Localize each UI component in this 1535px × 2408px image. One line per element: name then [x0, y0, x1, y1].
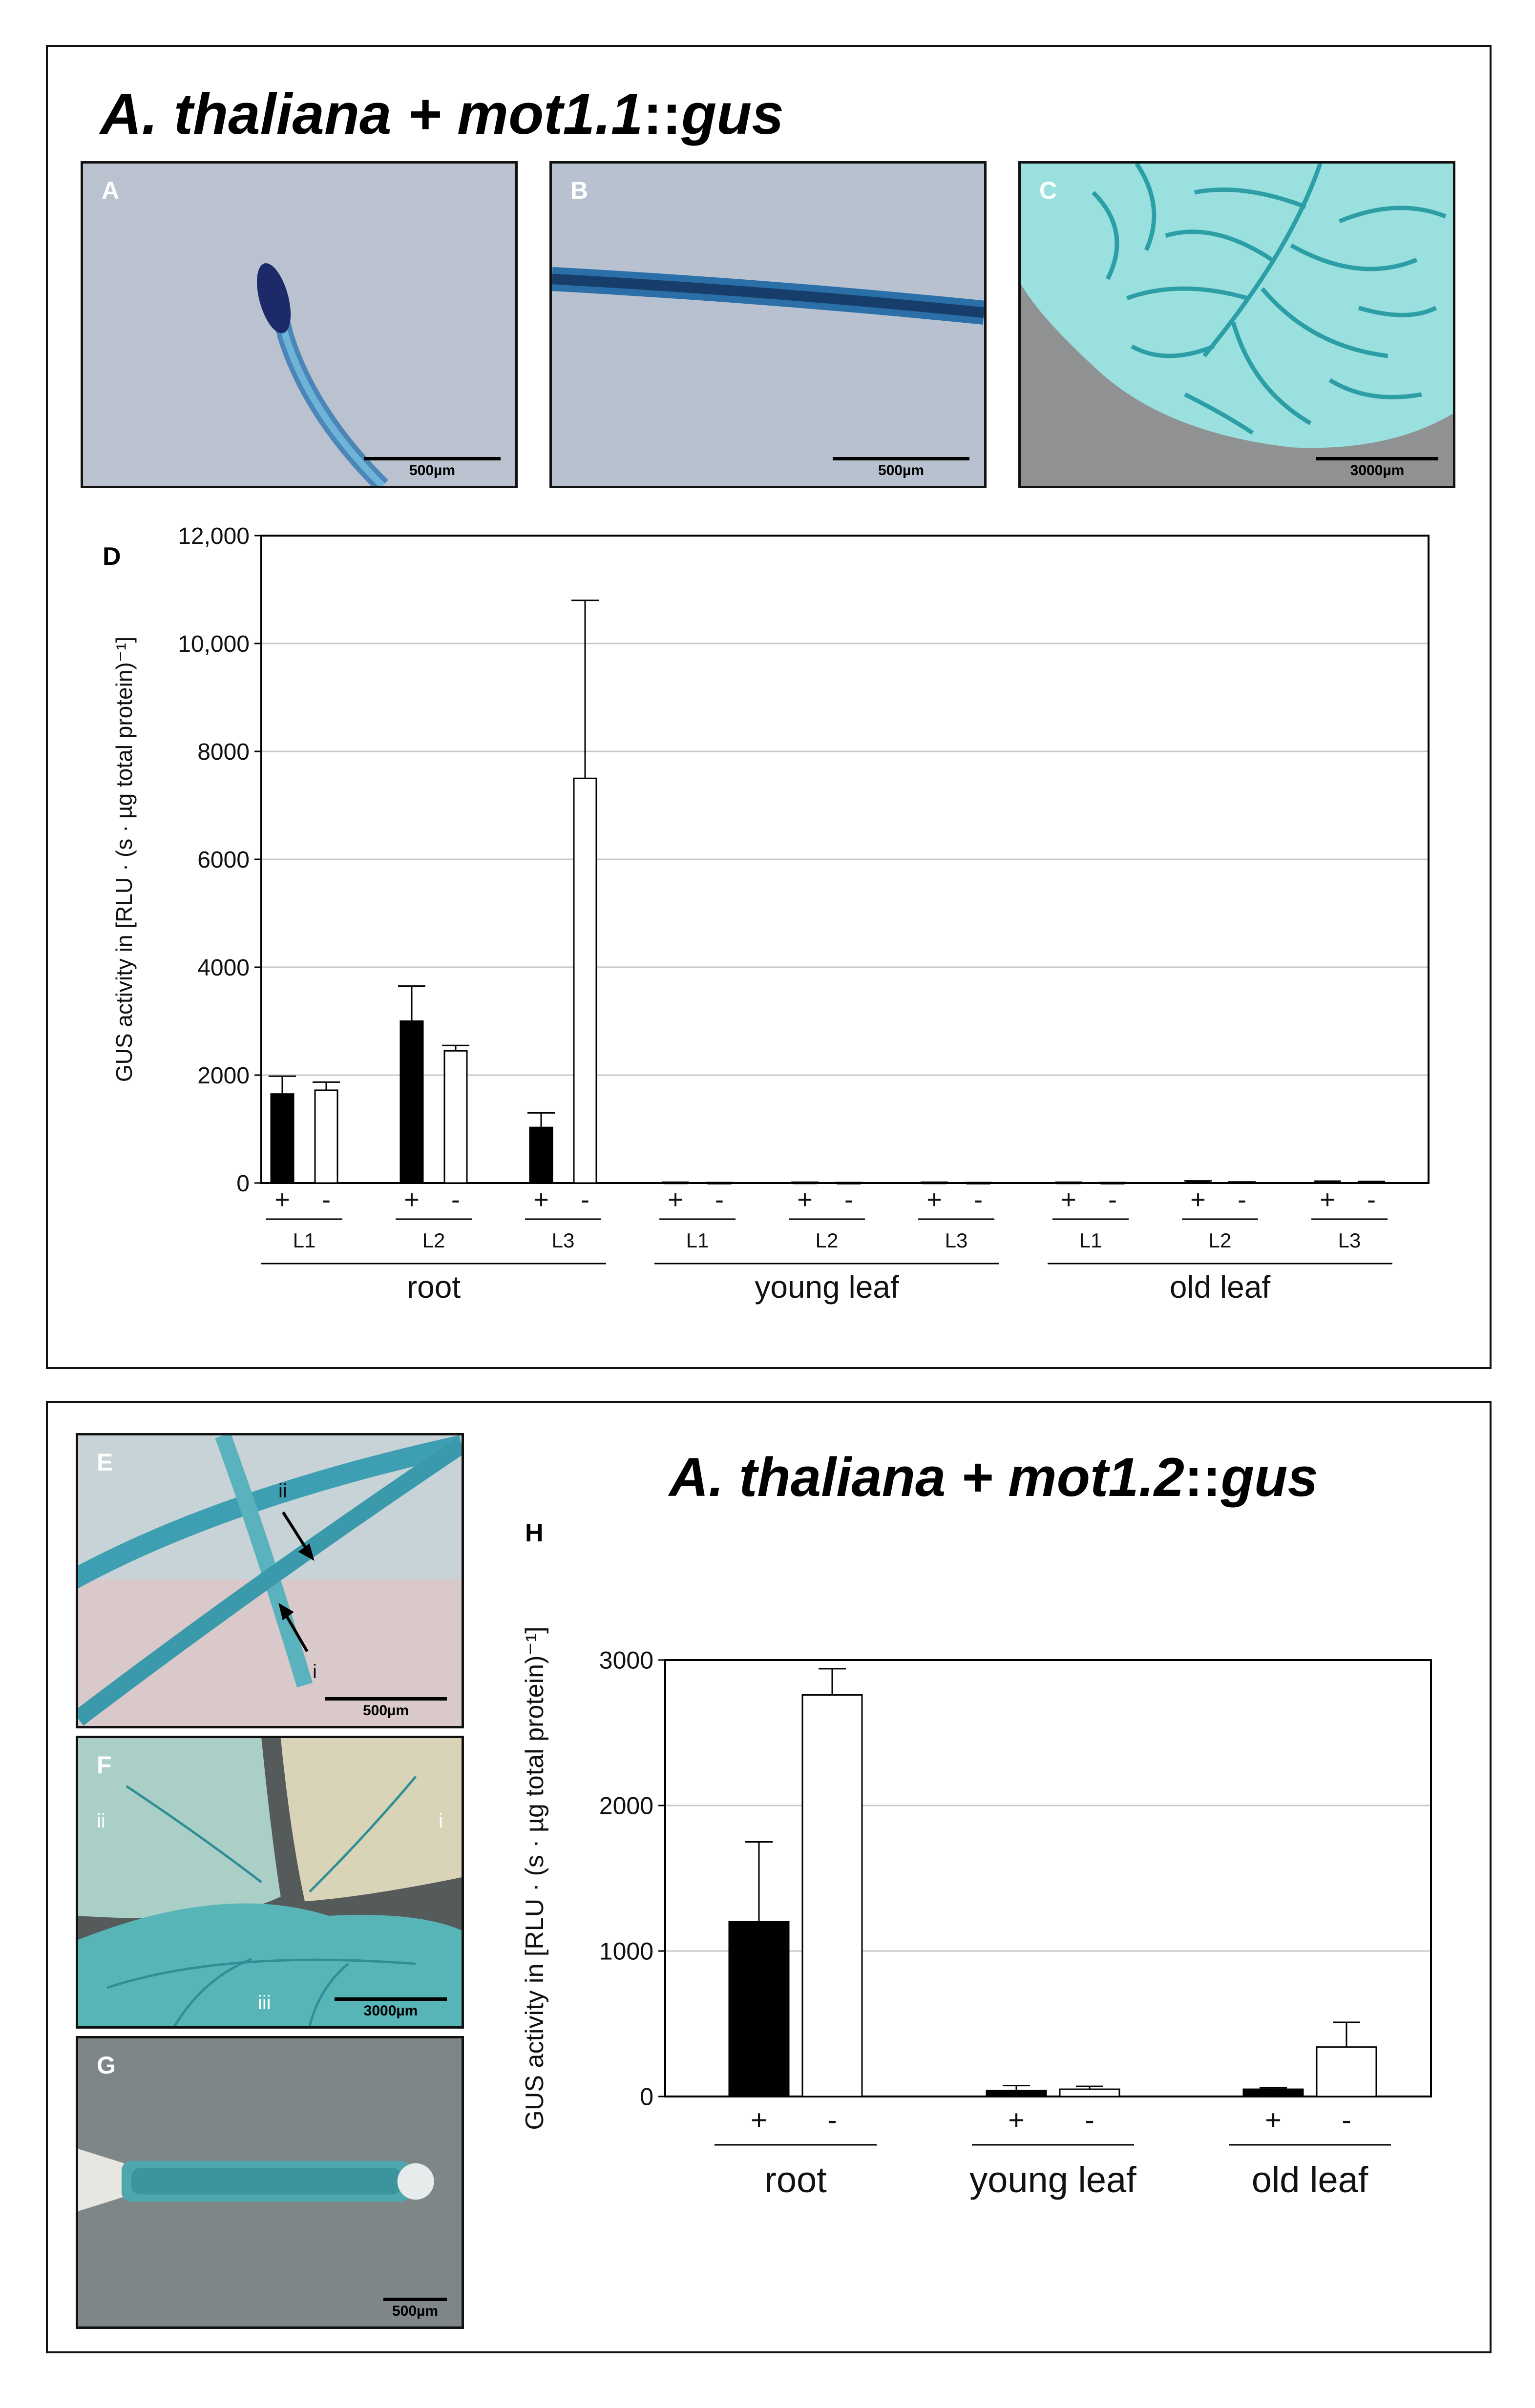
photo-f-image — [78, 1738, 462, 2026]
photo-g-label: G — [97, 2052, 116, 2079]
title-mot1-2: A. thaliana + mot1.2::gus — [669, 1450, 1318, 1505]
photo-f-annotation-i: i — [439, 1810, 443, 1832]
photo-f-leaves: ii i iii F 3000µm — [76, 1736, 464, 2029]
title-mot1-2-gene: gus — [1220, 1447, 1318, 1508]
title-mot1-1: A. thaliana + mot1.1::gus — [100, 85, 784, 143]
photo-e-label: E — [97, 1449, 113, 1476]
photo-g-scale-text: 500µm — [392, 2303, 438, 2319]
photo-g-root-segment: G 500µm — [76, 2036, 464, 2329]
photo-e-image — [78, 1435, 462, 1726]
title-mot1-1-sep: :: — [643, 82, 682, 146]
photo-f-annotation-ii: ii — [97, 1810, 105, 1832]
title-mot1-2-sep: :: — [1184, 1447, 1221, 1508]
photo-c-leaf: C 3000µm — [1018, 161, 1455, 488]
photo-e-scale-text: 500µm — [362, 1702, 409, 1719]
photo-f-annotation-iii: iii — [258, 1992, 271, 2014]
photo-c-image — [1021, 164, 1453, 486]
photo-b-image — [552, 164, 984, 486]
photo-e-annotation-i: i — [313, 1661, 317, 1682]
title-mot1-2-organism: A. thaliana + mot1.2 — [669, 1447, 1184, 1508]
photo-f-scale-text: 3000µm — [363, 2003, 418, 2019]
photo-c-scale-bar: 3000µm — [1316, 457, 1438, 479]
photo-e-annotation-ii: ii — [278, 1480, 287, 1502]
photo-b-root-segment: B 500µm — [549, 161, 987, 488]
chart-h-label: H — [525, 1519, 544, 1547]
photo-a-scale-text: 500µm — [409, 462, 455, 478]
photo-c-label: C — [1039, 177, 1057, 204]
photo-b-label: B — [570, 177, 589, 204]
photo-a-image — [83, 164, 515, 486]
chart-d-label: D — [103, 542, 121, 571]
title-mot1-1-organism: A. thaliana + mot1.1 — [100, 82, 643, 146]
photo-f-label: F — [97, 1751, 112, 1779]
photo-c-scale-text: 3000µm — [1350, 462, 1405, 478]
title-mot1-1-gene: gus — [681, 82, 784, 146]
photo-g-image — [78, 2038, 462, 2326]
photo-b-scale-text: 500µm — [878, 462, 924, 478]
photo-g-scale-bar: 500µm — [383, 2298, 447, 2320]
photo-a-root-tip: A 500µm — [81, 161, 518, 488]
photo-e-root-hairs: ii i E 500µm — [76, 1433, 464, 1728]
photo-b-scale-bar: 500µm — [833, 457, 969, 479]
photo-a-label: A — [102, 177, 120, 204]
photo-a-scale-bar: 500µm — [364, 457, 501, 479]
photo-f-scale-bar: 3000µm — [335, 1997, 447, 2019]
photo-e-scale-bar: 500µm — [325, 1697, 447, 1719]
